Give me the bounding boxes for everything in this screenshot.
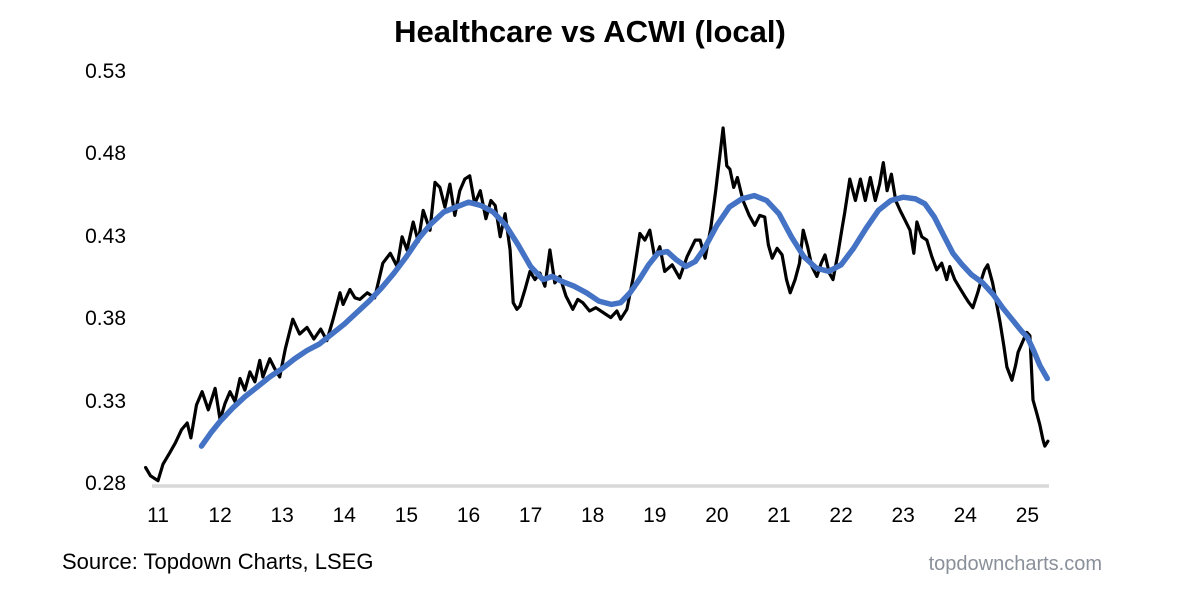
y-tick-label: 0.43 xyxy=(85,224,126,248)
x-tick-label: 24 xyxy=(953,504,977,527)
x-tick-label: 15 xyxy=(394,504,419,527)
y-tick-label: 0.28 xyxy=(85,472,126,495)
y-tick-label: 0.48 xyxy=(85,142,126,166)
watermark-text: topdowncharts.com xyxy=(928,553,1102,575)
x-tick-label: 16 xyxy=(456,504,481,527)
x-tick-label: 12 xyxy=(208,504,232,527)
x-tick-label: 18 xyxy=(581,504,605,527)
y-tick-label: 0.33 xyxy=(85,389,126,413)
x-tick-label: 21 xyxy=(767,504,791,527)
x-tick-label: 23 xyxy=(891,504,915,527)
x-tick-label: 11 xyxy=(147,504,169,527)
source-note: Source: Topdown Charts, LSEG xyxy=(62,549,374,574)
x-tick-label: 19 xyxy=(643,504,667,527)
x-tick-label: 22 xyxy=(829,504,853,527)
x-tick-label: 25 xyxy=(1015,504,1040,527)
x-tick-label: 20 xyxy=(705,504,729,527)
y-tick-label: 0.53 xyxy=(85,60,126,83)
chart-title: Healthcare vs ACWI (local) xyxy=(394,14,786,49)
series-black-line xyxy=(144,126,1050,483)
y-tick-label: 0.38 xyxy=(85,307,126,331)
series-blue-line xyxy=(198,192,1051,449)
x-tick-label: 13 xyxy=(270,504,294,527)
x-tick-label: 14 xyxy=(332,504,356,527)
x-tick-label: 17 xyxy=(518,504,543,527)
